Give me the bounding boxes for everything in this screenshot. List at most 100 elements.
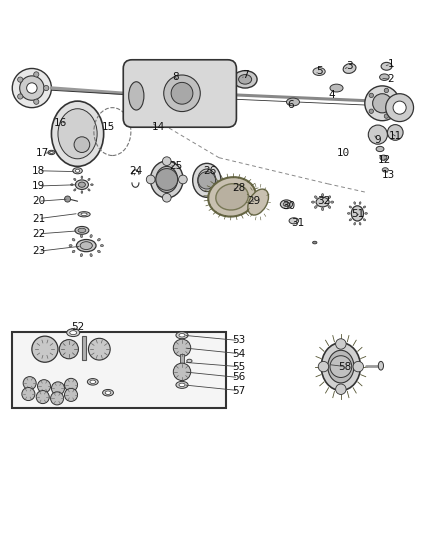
- Ellipse shape: [78, 212, 90, 217]
- Ellipse shape: [98, 250, 100, 253]
- Ellipse shape: [100, 245, 103, 247]
- Ellipse shape: [321, 343, 360, 391]
- Circle shape: [384, 114, 389, 118]
- Text: 28: 28: [232, 183, 245, 193]
- Circle shape: [64, 389, 78, 401]
- Ellipse shape: [198, 169, 216, 192]
- Circle shape: [393, 101, 406, 114]
- Ellipse shape: [156, 166, 178, 192]
- Ellipse shape: [90, 380, 95, 384]
- Circle shape: [353, 361, 364, 372]
- Ellipse shape: [314, 206, 317, 208]
- Circle shape: [369, 109, 374, 114]
- Text: 56: 56: [232, 373, 245, 383]
- Ellipse shape: [88, 179, 90, 181]
- Text: 20: 20: [32, 196, 45, 206]
- FancyBboxPatch shape: [123, 60, 237, 127]
- Ellipse shape: [71, 184, 73, 185]
- Ellipse shape: [378, 361, 384, 370]
- Text: 2: 2: [388, 75, 394, 84]
- Ellipse shape: [313, 68, 325, 76]
- Circle shape: [173, 339, 191, 357]
- Ellipse shape: [381, 62, 392, 70]
- Ellipse shape: [328, 206, 331, 208]
- Ellipse shape: [321, 207, 324, 211]
- Ellipse shape: [58, 109, 97, 159]
- Ellipse shape: [321, 193, 324, 197]
- Bar: [180, 353, 184, 363]
- Ellipse shape: [80, 235, 82, 238]
- Circle shape: [336, 384, 346, 394]
- Ellipse shape: [67, 329, 80, 336]
- Text: 22: 22: [32, 229, 45, 239]
- Ellipse shape: [351, 206, 364, 221]
- Ellipse shape: [363, 219, 366, 221]
- Circle shape: [36, 391, 49, 403]
- Circle shape: [386, 94, 413, 122]
- Circle shape: [18, 77, 23, 82]
- Ellipse shape: [359, 202, 361, 204]
- Text: 14: 14: [152, 122, 165, 132]
- Circle shape: [179, 175, 187, 184]
- Ellipse shape: [208, 177, 256, 216]
- Circle shape: [373, 94, 392, 113]
- Ellipse shape: [365, 213, 367, 214]
- Text: 51: 51: [352, 209, 365, 219]
- Circle shape: [32, 336, 58, 362]
- Circle shape: [34, 72, 39, 77]
- Circle shape: [198, 172, 215, 189]
- Ellipse shape: [314, 196, 317, 198]
- Ellipse shape: [75, 180, 88, 189]
- Ellipse shape: [376, 147, 384, 151]
- Ellipse shape: [328, 196, 331, 198]
- Ellipse shape: [176, 382, 188, 389]
- Text: 8: 8: [172, 72, 179, 82]
- Circle shape: [51, 382, 64, 395]
- Ellipse shape: [216, 184, 248, 210]
- Circle shape: [88, 338, 110, 360]
- Text: 17: 17: [36, 148, 49, 158]
- Ellipse shape: [289, 218, 299, 224]
- Circle shape: [173, 363, 191, 381]
- Text: 58: 58: [339, 361, 352, 372]
- Circle shape: [162, 193, 171, 202]
- Ellipse shape: [75, 169, 80, 172]
- Ellipse shape: [331, 201, 334, 203]
- Text: 21: 21: [32, 214, 45, 224]
- Ellipse shape: [354, 202, 356, 204]
- Text: 6: 6: [287, 100, 294, 110]
- Text: 1: 1: [388, 59, 394, 69]
- Ellipse shape: [81, 176, 83, 179]
- Ellipse shape: [239, 75, 252, 84]
- Ellipse shape: [328, 350, 354, 383]
- Text: 15: 15: [101, 122, 115, 132]
- Ellipse shape: [91, 184, 93, 185]
- Ellipse shape: [176, 332, 188, 339]
- Circle shape: [164, 75, 200, 111]
- Circle shape: [64, 378, 78, 391]
- Circle shape: [156, 168, 178, 190]
- Ellipse shape: [343, 63, 356, 74]
- Ellipse shape: [363, 206, 366, 208]
- Circle shape: [23, 377, 36, 390]
- Ellipse shape: [73, 168, 82, 174]
- Ellipse shape: [69, 245, 72, 247]
- Ellipse shape: [280, 200, 293, 208]
- Circle shape: [38, 379, 50, 393]
- Circle shape: [74, 137, 90, 152]
- Text: 11: 11: [389, 131, 402, 141]
- Text: 16: 16: [53, 118, 67, 128]
- Ellipse shape: [330, 84, 343, 92]
- Ellipse shape: [286, 98, 300, 106]
- Ellipse shape: [51, 101, 104, 166]
- Bar: [12, 332, 226, 408]
- Text: 19: 19: [32, 181, 45, 191]
- Ellipse shape: [347, 213, 350, 214]
- Ellipse shape: [311, 201, 314, 203]
- Ellipse shape: [283, 202, 290, 206]
- Circle shape: [162, 157, 171, 166]
- Circle shape: [34, 99, 39, 104]
- Text: 54: 54: [232, 349, 245, 359]
- Ellipse shape: [80, 241, 92, 249]
- Text: 29: 29: [247, 196, 261, 206]
